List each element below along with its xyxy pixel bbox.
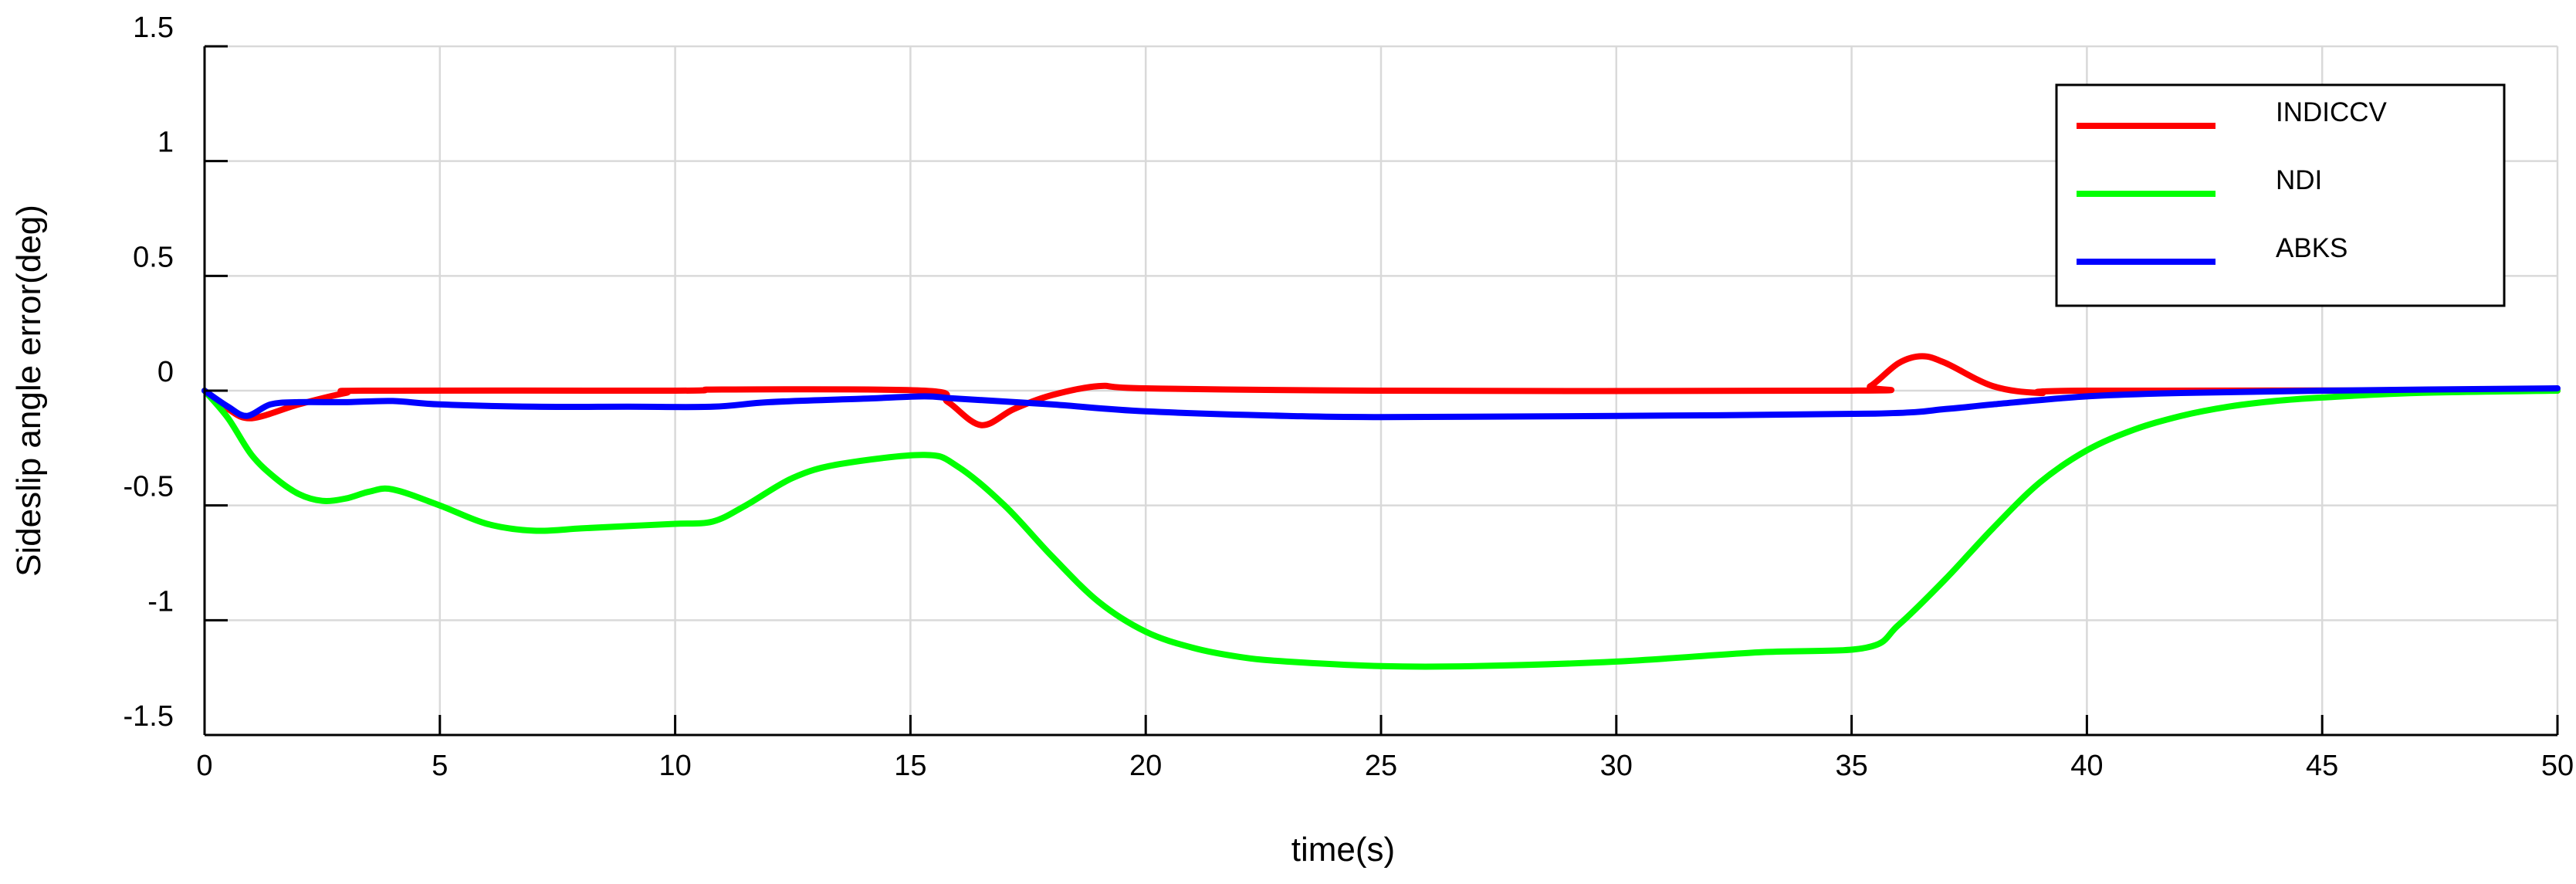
y-axis-title: Sideslip angle error(deg) — [10, 205, 48, 577]
y-ticks: -1.5 -1 -0.5 0 0.5 1 1.5 — [124, 12, 228, 737]
x-tick-label: 45 — [2306, 750, 2338, 782]
y-tick-label: 0.5 — [133, 241, 174, 273]
x-tick-label: 35 — [1835, 750, 1867, 782]
y-tick-label: -0.5 — [124, 471, 174, 503]
x-ticks: 0 5 10 15 20 25 30 35 40 45 50 — [196, 715, 2574, 782]
y-tick-label: 1.5 — [133, 12, 174, 44]
x-tick-label: 25 — [1365, 750, 1397, 782]
legend-label-indiccv: INDICCV — [2276, 97, 2388, 127]
legend-label-ndi: NDI — [2276, 165, 2322, 195]
legend-label-abks: ABKS — [2276, 233, 2348, 263]
series-line-abks — [201, 385, 2561, 421]
x-tick-label: 10 — [658, 750, 691, 782]
legend: INDICCV NDI ABKS — [2055, 83, 2506, 307]
y-tick-label: -1 — [147, 585, 174, 618]
x-tick-label: 50 — [2541, 750, 2574, 782]
series-line-ndi — [201, 388, 2561, 670]
x-tick-label: 15 — [894, 750, 926, 782]
x-tick-label: 5 — [432, 750, 448, 782]
series-lines — [201, 353, 2561, 670]
x-tick-label: 40 — [2070, 750, 2103, 782]
x-tick-label: 30 — [1600, 750, 1633, 782]
x-tick-label: 0 — [196, 750, 212, 782]
x-tick-label: 20 — [1129, 750, 1162, 782]
x-axis-title: time(s) — [1291, 831, 1395, 869]
y-tick-label: -1.5 — [124, 700, 174, 733]
series-line-indiccv — [201, 353, 2561, 428]
y-tick-label: 1 — [157, 127, 174, 159]
legend-items: INDICCV NDI ABKS — [2077, 97, 2388, 265]
y-tick-label: 0 — [157, 356, 174, 388]
